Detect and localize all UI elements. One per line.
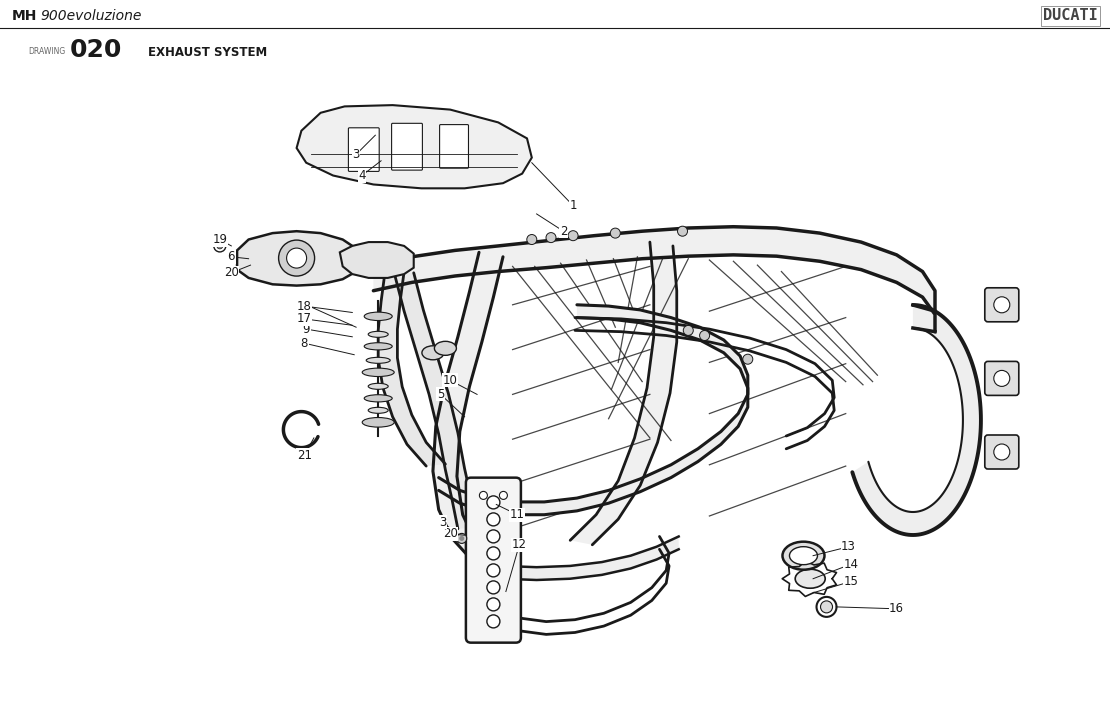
Ellipse shape xyxy=(783,542,825,570)
Text: 15: 15 xyxy=(844,575,859,588)
Polygon shape xyxy=(394,273,477,529)
Text: 11: 11 xyxy=(509,508,525,521)
Text: 900evoluzione: 900evoluzione xyxy=(40,9,141,23)
Circle shape xyxy=(743,354,753,364)
Circle shape xyxy=(993,297,1010,313)
Circle shape xyxy=(487,598,500,611)
Circle shape xyxy=(445,529,455,539)
FancyBboxPatch shape xyxy=(440,125,468,169)
Polygon shape xyxy=(472,536,678,580)
Text: 10: 10 xyxy=(443,374,457,387)
Ellipse shape xyxy=(362,368,394,376)
Text: 5: 5 xyxy=(437,388,444,401)
Text: 6: 6 xyxy=(228,251,235,263)
Text: DRAWING: DRAWING xyxy=(28,48,65,56)
Circle shape xyxy=(456,533,466,543)
Polygon shape xyxy=(340,242,414,278)
FancyBboxPatch shape xyxy=(985,288,1019,322)
Circle shape xyxy=(487,530,500,543)
Circle shape xyxy=(817,597,837,617)
Circle shape xyxy=(286,248,306,268)
FancyBboxPatch shape xyxy=(349,128,380,171)
Text: 18: 18 xyxy=(296,300,312,313)
Circle shape xyxy=(214,240,225,252)
Text: 9: 9 xyxy=(302,323,310,336)
Circle shape xyxy=(500,491,507,499)
Circle shape xyxy=(820,601,832,613)
Circle shape xyxy=(487,581,500,594)
Polygon shape xyxy=(852,305,981,535)
Circle shape xyxy=(610,228,620,238)
Text: 8: 8 xyxy=(301,337,307,350)
Circle shape xyxy=(487,513,500,526)
Ellipse shape xyxy=(789,547,817,565)
Polygon shape xyxy=(571,242,677,545)
FancyBboxPatch shape xyxy=(466,478,521,643)
Ellipse shape xyxy=(366,357,391,363)
Text: 3: 3 xyxy=(353,148,360,161)
Ellipse shape xyxy=(434,341,456,356)
Polygon shape xyxy=(379,271,445,466)
Text: 21: 21 xyxy=(296,448,312,462)
Ellipse shape xyxy=(364,395,392,402)
Polygon shape xyxy=(438,305,748,515)
Polygon shape xyxy=(373,227,935,332)
Circle shape xyxy=(677,226,687,236)
Polygon shape xyxy=(433,252,503,564)
Circle shape xyxy=(279,240,314,276)
Circle shape xyxy=(993,444,1010,460)
Ellipse shape xyxy=(369,383,388,389)
Circle shape xyxy=(527,234,537,244)
Text: 4: 4 xyxy=(359,169,365,182)
Ellipse shape xyxy=(795,569,825,588)
Circle shape xyxy=(480,491,487,499)
Text: 7: 7 xyxy=(302,298,310,311)
Text: 12: 12 xyxy=(512,538,527,551)
Text: EXHAUST SYSTEM: EXHAUST SYSTEM xyxy=(148,46,268,59)
Text: 14: 14 xyxy=(844,558,859,570)
Circle shape xyxy=(447,531,453,536)
Circle shape xyxy=(546,233,556,243)
Text: 1: 1 xyxy=(569,199,577,212)
Ellipse shape xyxy=(369,331,388,337)
Text: 19: 19 xyxy=(212,233,228,246)
Text: 16: 16 xyxy=(889,603,905,615)
Text: 13: 13 xyxy=(841,540,856,553)
Circle shape xyxy=(568,231,578,241)
FancyBboxPatch shape xyxy=(985,435,1019,469)
FancyBboxPatch shape xyxy=(392,124,423,170)
Circle shape xyxy=(216,243,223,249)
Circle shape xyxy=(487,496,500,509)
Text: 2: 2 xyxy=(559,225,567,238)
Polygon shape xyxy=(238,231,362,286)
Ellipse shape xyxy=(364,312,392,321)
Text: 20: 20 xyxy=(443,528,457,540)
Circle shape xyxy=(684,326,694,336)
Circle shape xyxy=(460,536,464,541)
Ellipse shape xyxy=(362,418,394,427)
Text: MH: MH xyxy=(12,9,38,23)
Text: 020: 020 xyxy=(70,38,122,62)
Circle shape xyxy=(487,615,500,628)
FancyBboxPatch shape xyxy=(985,361,1019,396)
Circle shape xyxy=(993,371,1010,386)
Ellipse shape xyxy=(422,346,444,360)
Circle shape xyxy=(699,331,709,341)
Circle shape xyxy=(487,564,500,577)
Text: 3: 3 xyxy=(438,516,446,529)
Text: 20: 20 xyxy=(224,266,239,279)
Text: 17: 17 xyxy=(296,313,312,326)
Circle shape xyxy=(487,547,500,560)
Ellipse shape xyxy=(369,407,388,413)
Ellipse shape xyxy=(364,343,392,350)
Polygon shape xyxy=(296,105,532,188)
Text: DUCATI: DUCATI xyxy=(1043,9,1098,24)
